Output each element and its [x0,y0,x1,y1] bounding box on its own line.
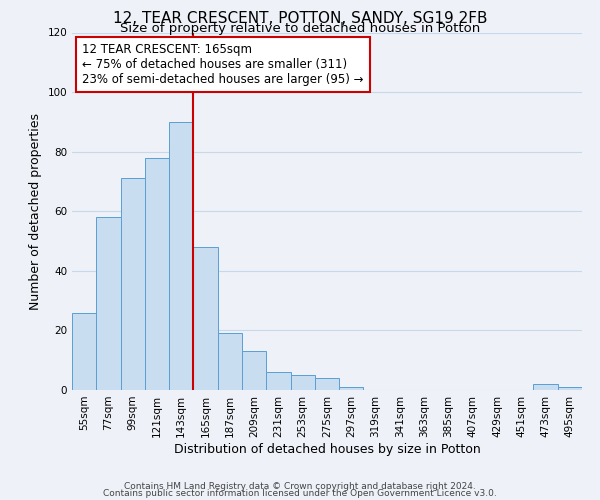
Bar [290,375,315,390]
Text: Contains public sector information licensed under the Open Government Licence v3: Contains public sector information licen… [103,489,497,498]
Text: Contains HM Land Registry data © Crown copyright and database right 2024.: Contains HM Land Registry data © Crown c… [124,482,476,491]
Bar [218,334,242,390]
Bar [121,178,145,390]
Bar [145,158,169,390]
X-axis label: Distribution of detached houses by size in Potton: Distribution of detached houses by size … [173,442,481,456]
Bar [193,247,218,390]
Bar [96,217,121,390]
Text: Size of property relative to detached houses in Potton: Size of property relative to detached ho… [120,22,480,35]
Bar [266,372,290,390]
Bar [72,312,96,390]
Bar [169,122,193,390]
Bar [558,387,582,390]
Bar [315,378,339,390]
Bar [242,352,266,390]
Bar [339,387,364,390]
Text: 12 TEAR CRESCENT: 165sqm
← 75% of detached houses are smaller (311)
23% of semi-: 12 TEAR CRESCENT: 165sqm ← 75% of detach… [82,43,364,86]
Y-axis label: Number of detached properties: Number of detached properties [29,113,42,310]
Bar [533,384,558,390]
Text: 12, TEAR CRESCENT, POTTON, SANDY, SG19 2FB: 12, TEAR CRESCENT, POTTON, SANDY, SG19 2… [113,11,487,26]
